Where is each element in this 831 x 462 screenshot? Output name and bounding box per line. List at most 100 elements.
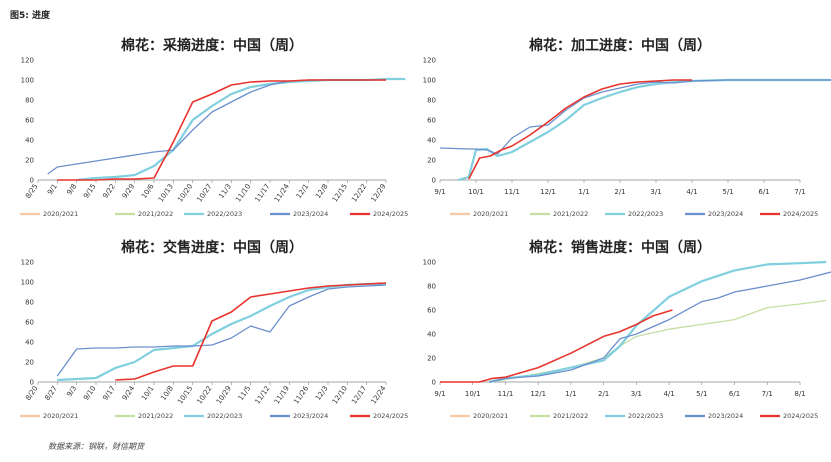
y-tick-label: 40 xyxy=(25,137,34,145)
x-tick-label: 10/8 xyxy=(159,385,175,402)
x-tick-label: 4/1 xyxy=(663,390,674,398)
y-tick-label: 20 xyxy=(25,157,34,165)
x-tick-label: 12/1 xyxy=(530,390,546,398)
y-tick-label: 100 xyxy=(423,77,436,85)
x-tick-label: 6/1 xyxy=(758,188,769,196)
x-tick-label: 12/22 xyxy=(350,183,368,204)
y-tick-label: 100 xyxy=(21,279,34,287)
y-tick-label: 80 xyxy=(427,283,436,291)
y-tick-label: 120 xyxy=(423,57,436,65)
series-line-2022-2023 xyxy=(457,78,831,182)
y-tick-label: 20 xyxy=(25,359,34,367)
x-tick-label: 12/24 xyxy=(370,384,388,406)
y-tick-label: 0 xyxy=(30,379,34,387)
y-tick-label: 100 xyxy=(21,77,34,85)
legend-label: 2022/2023 xyxy=(628,412,663,420)
legend-label: 2024/2025 xyxy=(373,210,408,218)
x-tick-label: 10/1 xyxy=(468,188,484,196)
legend-label: 2020/2021 xyxy=(473,412,508,420)
series-line-2023-2024 xyxy=(47,79,386,175)
y-tick-label: 0 xyxy=(30,177,34,185)
series-line-2024-2025 xyxy=(440,309,673,383)
x-tick-label: 8/25 xyxy=(24,183,40,200)
legend-label: 2022/2023 xyxy=(628,210,663,218)
series-line-2024-2025 xyxy=(115,282,387,381)
x-tick-label: 7/1 xyxy=(794,188,805,196)
x-tick-label: 11/10 xyxy=(234,183,252,204)
x-tick-label: 9/1 xyxy=(46,183,59,197)
y-tick-label: 80 xyxy=(427,97,436,105)
legend-label: 2023/2024 xyxy=(293,412,328,420)
x-tick-label: 1/1 xyxy=(578,188,589,196)
x-tick-label: 8/27 xyxy=(43,385,59,402)
x-tick-label: 12/29 xyxy=(370,183,388,204)
x-tick-label: 10/20 xyxy=(176,183,194,204)
x-tick-label: 11/3 xyxy=(217,183,233,200)
x-tick-label: 9/24 xyxy=(121,384,137,402)
x-tick-label: 7/1 xyxy=(762,390,773,398)
x-tick-label: 12/1 xyxy=(295,183,311,200)
y-tick-label: 60 xyxy=(427,307,436,315)
y-tick-label: 80 xyxy=(25,299,34,307)
legend-label: 2020/2021 xyxy=(43,412,78,420)
x-tick-label: 6/1 xyxy=(729,390,740,398)
legend-label: 2022/2023 xyxy=(207,412,242,420)
x-tick-label: 1/1 xyxy=(565,390,576,398)
x-tick-label: 9/22 xyxy=(101,183,117,200)
series-line-2023-2024 xyxy=(488,271,831,383)
x-tick-label: 10/22 xyxy=(196,385,214,406)
x-tick-label: 9/10 xyxy=(82,385,98,402)
y-tick-label: 60 xyxy=(25,117,34,125)
series-line-2022-2023 xyxy=(76,77,406,182)
x-tick-label: 12/10 xyxy=(331,385,349,406)
x-tick-label: 8/20 xyxy=(24,385,40,402)
x-tick-label: 11/24 xyxy=(273,182,291,204)
x-tick-label: 11/26 xyxy=(292,384,310,406)
legend-label: 2021/2022 xyxy=(553,210,588,218)
x-tick-label: 11/5 xyxy=(237,385,253,402)
x-tick-label: 5/1 xyxy=(696,390,707,398)
y-tick-label: 20 xyxy=(427,355,436,363)
x-tick-label: 12/1 xyxy=(540,188,556,196)
x-tick-label: 9/3 xyxy=(65,385,78,399)
x-tick-label: 10/6 xyxy=(140,182,156,200)
x-tick-label: 10/27 xyxy=(196,183,214,204)
chart-title: 棉花：采摘进度：中国（周） xyxy=(121,37,303,54)
y-tick-label: 60 xyxy=(427,117,436,125)
x-tick-label: 3/1 xyxy=(631,390,642,398)
y-tick-label: 40 xyxy=(427,137,436,145)
legend-label: 2020/2021 xyxy=(473,210,508,218)
legend-label: 2022/2023 xyxy=(207,210,242,218)
series-line-2024-2025 xyxy=(57,79,386,181)
series-line-2022-2023 xyxy=(57,282,386,382)
x-tick-label: 10/15 xyxy=(176,385,194,406)
y-tick-label: 60 xyxy=(25,319,34,327)
legend-label: 2021/2022 xyxy=(138,412,173,420)
legend-label: 2020/2021 xyxy=(43,210,78,218)
legend-label: 2021/2022 xyxy=(553,412,588,420)
y-tick-label: 40 xyxy=(427,331,436,339)
legend-label: 2021/2022 xyxy=(138,210,173,218)
x-tick-label: 9/1 xyxy=(434,188,445,196)
y-tick-label: 40 xyxy=(25,339,34,347)
chart-title: 棉花：交售进度：中国（周） xyxy=(121,239,303,256)
y-tick-label: 0 xyxy=(432,379,436,387)
legend-label: 2023/2024 xyxy=(708,412,743,420)
x-tick-label: 11/19 xyxy=(273,385,291,406)
series-line-2024-2025 xyxy=(468,79,692,180)
y-tick-label: 120 xyxy=(21,259,34,267)
series-line-2021-2022 xyxy=(489,299,827,383)
x-tick-label: 11/1 xyxy=(498,390,514,398)
chart-title: 棉花：销售进度：中国（周） xyxy=(529,239,711,256)
y-tick-label: 0 xyxy=(432,177,436,185)
chart-title: 棉花：加工进度：中国（周） xyxy=(529,37,711,54)
series-line-2022-2023 xyxy=(488,260,827,384)
x-tick-label: 10/13 xyxy=(157,183,175,204)
x-tick-label: 11/17 xyxy=(254,183,272,204)
x-tick-label: 5/1 xyxy=(722,188,733,196)
x-tick-label: 9/15 xyxy=(82,183,98,200)
x-tick-label: 9/17 xyxy=(101,385,117,402)
y-tick-label: 100 xyxy=(423,259,436,267)
legend-label: 2024/2025 xyxy=(783,412,818,420)
x-tick-label: 10/29 xyxy=(215,385,233,406)
